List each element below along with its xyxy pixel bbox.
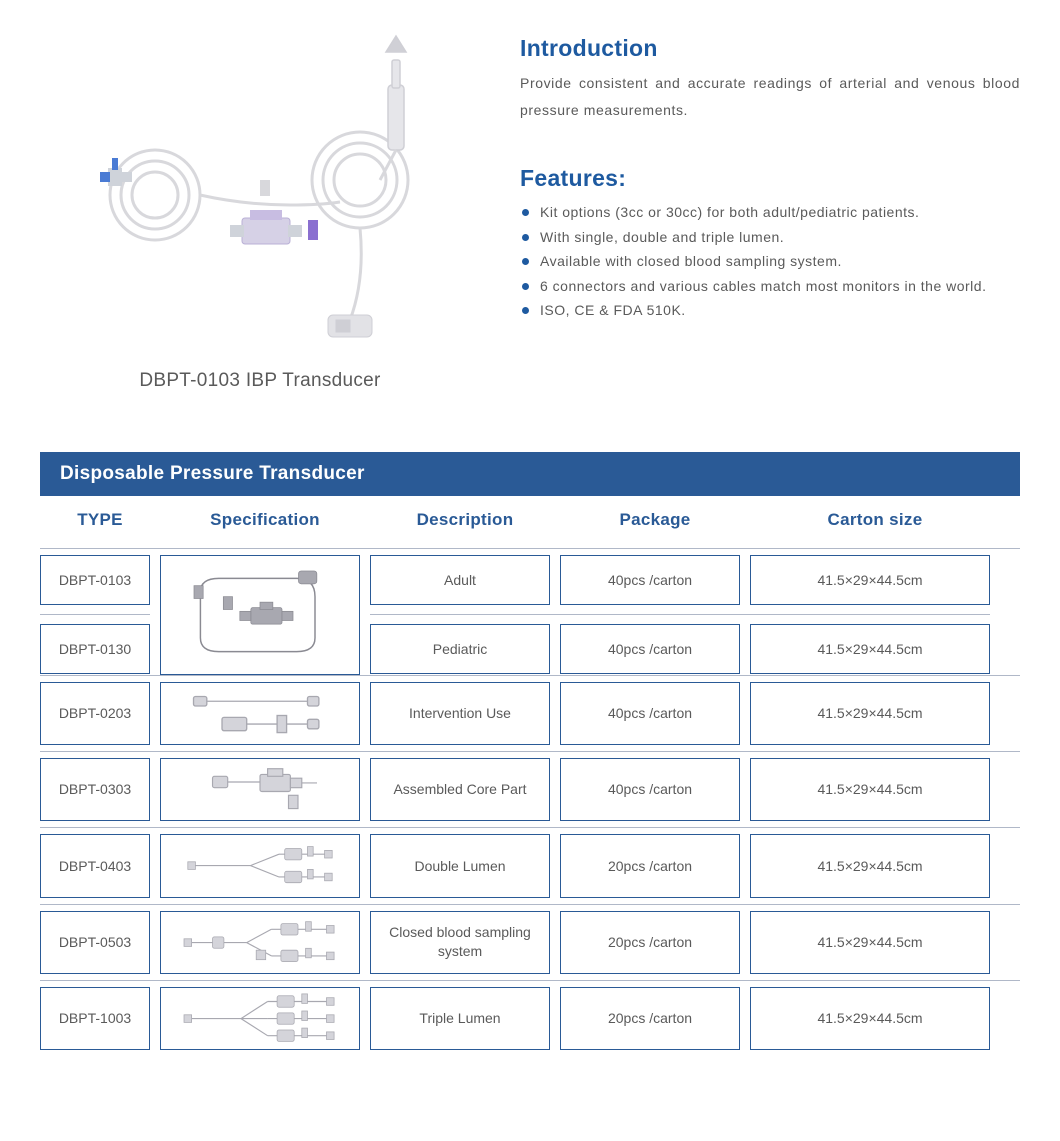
table-section: Disposable Pressure Transducer TYPE Spec… <box>40 452 1020 1056</box>
feature-item: ISO, CE & FDA 510K. <box>522 298 1020 323</box>
cell-cart: 41.5×29×44.5cm <box>750 624 990 674</box>
intro-heading: Introduction <box>520 35 1020 62</box>
cell-spec <box>160 555 360 675</box>
cell-desc: Triple Lumen <box>370 987 550 1050</box>
cell-pkg: 20pcs /carton <box>560 911 740 974</box>
cell-cart: 41.5×29×44.5cm <box>750 834 990 897</box>
cell-pkg: 40pcs /carton <box>560 758 740 821</box>
table-row: DBPT-1003 <box>40 980 1020 1056</box>
cell-spec <box>160 834 360 897</box>
th-cart: Carton size <box>750 510 1000 530</box>
feature-item: Kit options (3cc or 30cc) for both adult… <box>522 200 1020 225</box>
cell-desc: Pediatric <box>370 624 550 674</box>
cell-pkg: 20pcs /carton <box>560 987 740 1050</box>
features-list: Kit options (3cc or 30cc) for both adult… <box>520 200 1020 323</box>
th-spec: Specification <box>160 510 370 530</box>
cell-pkg: 20pcs /carton <box>560 834 740 897</box>
product-image-area: DBPT-0103 IBP Transducer <box>40 30 480 392</box>
cell-type: DBPT-0403 <box>40 834 150 897</box>
intro-text: Provide consistent and accurate readings… <box>520 70 1020 123</box>
table-row: DBPT-0203 Intervention Use 40pcs /carton <box>40 675 1020 751</box>
table-body: DBPT-0103 DBPT-0130 <box>40 548 1020 1056</box>
cell-pkg: 40pcs /carton <box>560 555 740 605</box>
table-row: DBPT-0303 Assembled Core Part 40pcs /car… <box>40 751 1020 827</box>
info-area: Introduction Provide consistent and accu… <box>520 30 1020 392</box>
cell-cart: 41.5×29×44.5cm <box>750 555 990 605</box>
cell-desc: Assembled Core Part <box>370 758 550 821</box>
cell-type: DBPT-0130 <box>40 624 150 674</box>
cell-desc: Double Lumen <box>370 834 550 897</box>
table-row-group: DBPT-0103 DBPT-0130 <box>40 548 1020 675</box>
th-type: TYPE <box>40 510 160 530</box>
cell-desc: Closed blood sampling system <box>370 911 550 974</box>
cell-spec <box>160 911 360 974</box>
cell-cart: 41.5×29×44.5cm <box>750 682 990 745</box>
table-row: DBPT-0403 <box>40 827 1020 903</box>
feature-item: With single, double and triple lumen. <box>522 225 1020 250</box>
th-pkg: Package <box>560 510 750 530</box>
th-desc: Description <box>370 510 560 530</box>
product-image <box>60 30 460 360</box>
cell-cart: 41.5×29×44.5cm <box>750 987 990 1050</box>
cell-type: DBPT-0503 <box>40 911 150 974</box>
cell-spec <box>160 758 360 821</box>
cell-type: DBPT-0103 <box>40 555 150 605</box>
cell-cart: 41.5×29×44.5cm <box>750 758 990 821</box>
cell-pkg: 40pcs /carton <box>560 682 740 745</box>
table-title: Disposable Pressure Transducer <box>40 452 1020 496</box>
features-heading: Features: <box>520 165 1020 192</box>
top-section: DBPT-0103 IBP Transducer Introduction Pr… <box>40 30 1020 392</box>
cell-desc: Intervention Use <box>370 682 550 745</box>
feature-item: 6 connectors and various cables match mo… <box>522 274 1020 299</box>
table-row: DBPT-0503 <box>40 904 1020 980</box>
cell-type: DBPT-0203 <box>40 682 150 745</box>
table-header-row: TYPE Specification Description Package C… <box>40 496 1020 548</box>
cell-desc: Adult <box>370 555 550 605</box>
product-caption: DBPT-0103 IBP Transducer <box>139 370 380 392</box>
cell-cart: 41.5×29×44.5cm <box>750 911 990 974</box>
cell-type: DBPT-1003 <box>40 987 150 1050</box>
cell-pkg: 40pcs /carton <box>560 624 740 674</box>
cell-type: DBPT-0303 <box>40 758 150 821</box>
cell-spec <box>160 682 360 745</box>
feature-item: Available with closed blood sampling sys… <box>522 249 1020 274</box>
cell-spec <box>160 987 360 1050</box>
